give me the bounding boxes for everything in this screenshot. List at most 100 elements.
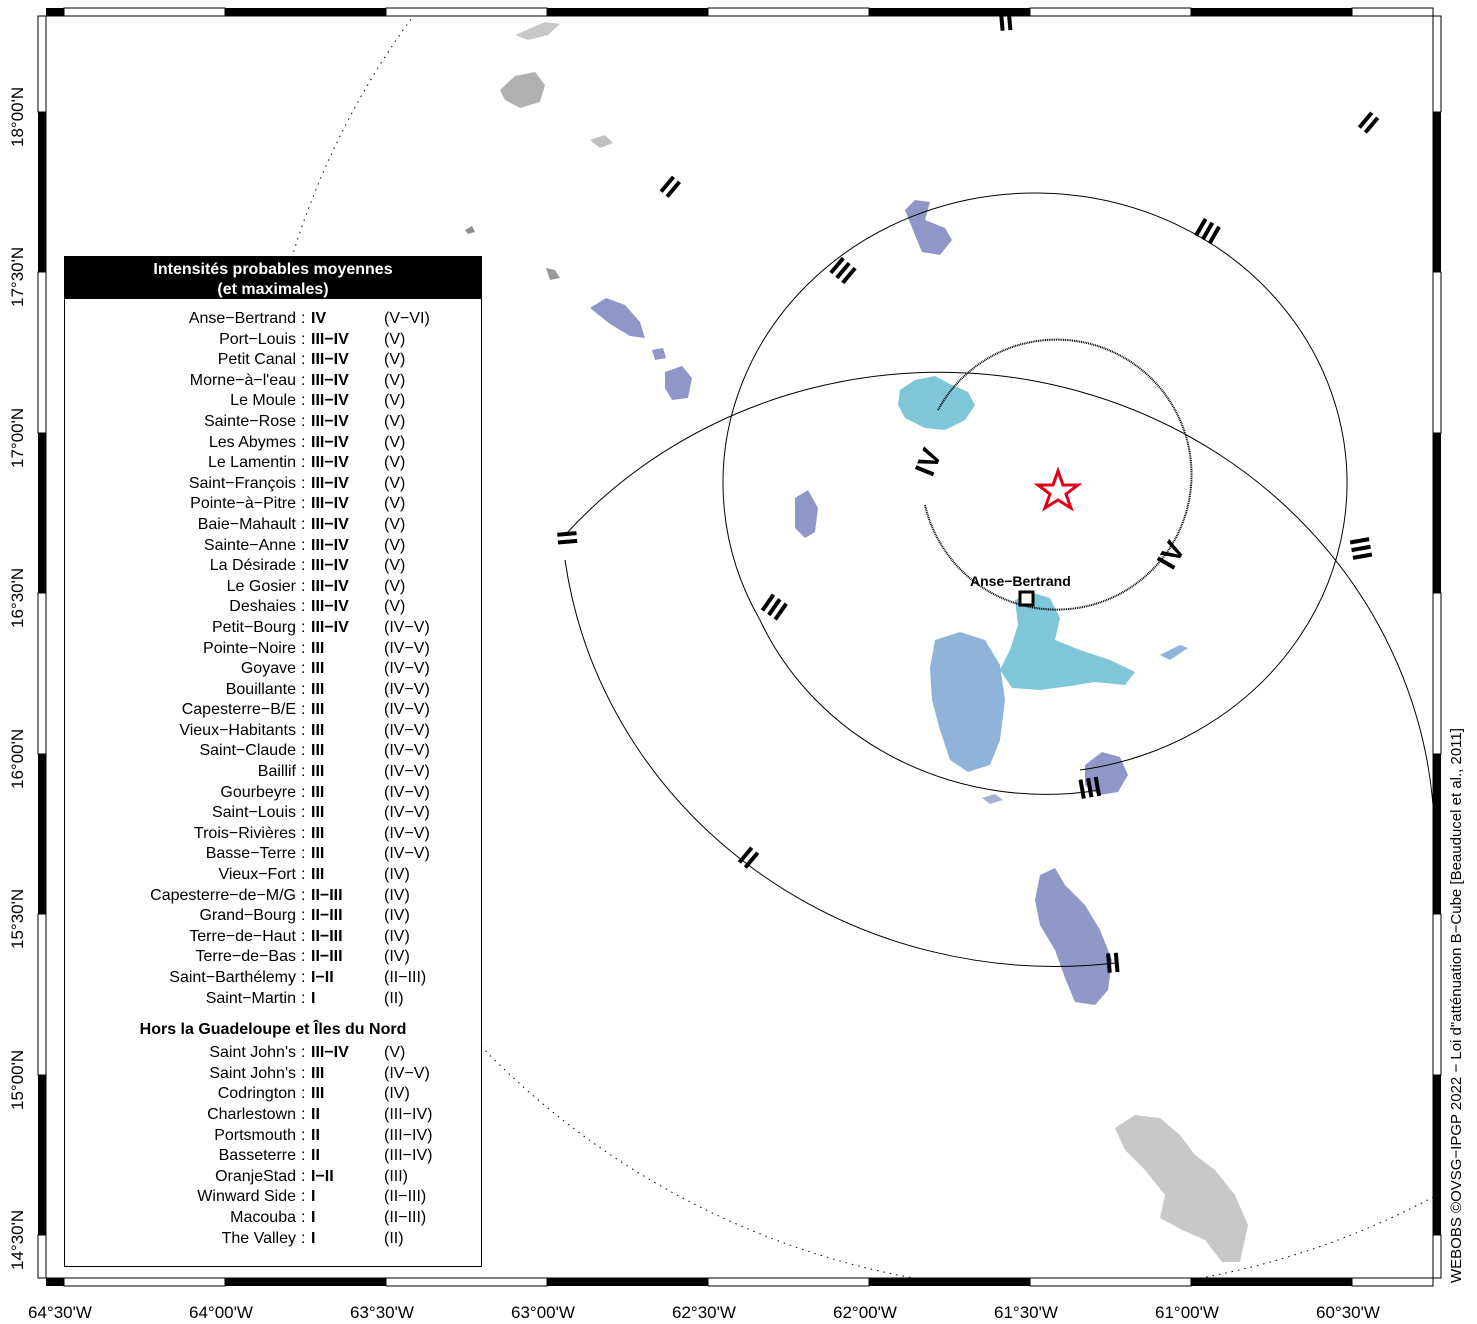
lon-label: 61°30'W [994,1303,1058,1322]
separator: : [301,536,306,554]
mean-intensity: III−IV [311,618,349,636]
legend-row: Sainte−Anne: III−IV (V) [65,536,481,557]
legend-row: Goyave: III (IV−V) [65,659,481,680]
separator: : [301,1208,306,1226]
credit-text: WEBOBS ©OVSG−IPGP 2022 − Loi d"atténuati… [1448,728,1465,1283]
location-name: Capesterre−de−M/G [150,886,296,904]
mean-intensity: III [311,660,325,678]
mean-intensity: I [311,989,316,1007]
mean-intensity: III [311,701,325,719]
intensity-legend: Intensités probables moyennes (et maxima… [64,256,482,1267]
mean-intensity: III−IV [311,536,349,554]
ring-label-III-right: III [1344,534,1379,562]
location-name: Saint−Louis [211,804,296,822]
separator: : [301,371,306,389]
location-name: Le Moule [230,392,296,410]
frame-scale-bar [37,1234,47,1279]
separator: : [301,783,306,801]
mean-intensity: III−IV [311,577,349,595]
ring-labels: IV IV III III III III III II II II II II… [551,16,1385,979]
frame-scale-bar [1432,913,1442,1076]
mean-intensity: III [311,866,325,884]
location-name: Petit Canal [217,351,296,369]
mean-intensity: III [311,639,325,657]
max-intensity: (IV−V) [384,1064,430,1082]
location-name: Le Lamentin [207,454,296,472]
legend-row: Capesterre−B/E: III (IV−V) [65,700,481,721]
max-intensity: (V) [384,515,406,533]
separator: : [301,474,306,492]
map-frame [37,7,1442,1287]
mean-intensity: I−II [311,969,334,986]
max-intensity: (V) [384,474,406,492]
separator: : [301,969,306,986]
mean-intensity: II−III [311,886,343,904]
frame-scale-bar [547,8,708,16]
max-intensity: (V) [384,392,406,410]
separator: : [301,515,306,533]
max-intensity: (IV−V) [384,721,430,739]
frame-scale-bar [63,7,226,17]
legend-row: Charlestown: II (III−IV) [65,1105,481,1126]
anse-bertrand-label: Anse−Bertrand [970,573,1071,589]
mean-intensity: III−IV [311,433,349,451]
separator: : [301,351,306,369]
separator: : [301,948,306,966]
legend-row: Port−Louis: III−IV (V) [65,330,481,351]
legend-row: Saint−Louis: III (IV−V) [65,803,481,824]
separator: : [301,845,306,863]
separator: : [301,660,306,678]
ring-label-II-upper-right: II [1353,106,1385,140]
max-intensity: (V) [384,598,406,616]
mean-intensity: III [311,742,325,760]
location-name: Deshaies [229,598,296,616]
legend-row: Baillif: III (IV−V) [65,762,481,783]
separator: : [301,412,306,430]
max-intensity: (V) [384,412,406,430]
separator: : [301,804,306,822]
separator: : [301,310,306,327]
separator: : [301,1105,306,1123]
location-name: Saint−Barthélemy [169,969,296,986]
max-intensity: (III) [384,1167,408,1185]
island-saint-barthelemy [590,135,613,148]
location-name: Saint−Martin [205,989,296,1007]
mean-intensity: I [311,1229,316,1247]
separator: : [301,907,306,925]
ring-label-II-lower-left: II [733,841,765,875]
separator: : [301,1188,306,1206]
ring-label-II-upper-left: II [654,170,686,204]
island-anguilla [515,22,560,40]
legend-row: Codrington: III (IV) [65,1084,481,1105]
max-intensity: (V) [384,433,406,451]
lat-label: 16°30'N [8,568,27,628]
max-intensity: (V) [384,330,406,348]
max-intensity: (V) [384,495,406,513]
max-intensity: (II) [384,989,404,1007]
frame-scale-bar [1191,8,1352,16]
legend-row: Macouba: I (II−III) [65,1208,481,1229]
separator: : [301,495,306,513]
ring-label-II-bottom: II [1104,947,1122,979]
island-martinique [1115,1115,1248,1262]
mean-intensity: III−IV [311,557,349,575]
island-dominica [1035,868,1112,1005]
island-saint-kitts [590,298,645,338]
max-intensity: (IV−V) [384,680,430,698]
separator: : [301,886,306,904]
location-name: Macouba [230,1208,296,1226]
max-intensity: (V) [384,454,406,472]
max-intensity: (II−III) [384,1208,427,1226]
lat-label: 18°00'N [8,87,27,147]
max-intensity: (II−III) [384,1188,427,1206]
frame-scale-bar [46,8,64,16]
island-grande-terre [1000,592,1135,690]
legend-row: Saint−Martin: I (II) [65,989,481,1010]
legend-row: Les Abymes: III−IV (V) [65,433,481,454]
ring-label-III-bottom: III [1076,771,1104,806]
legend-row: Basse−Terre: III (IV−V) [65,844,481,865]
mean-intensity: III−IV [311,351,349,369]
location-name: Pointe−Noire [203,639,296,657]
islands-layer [465,22,1248,1262]
